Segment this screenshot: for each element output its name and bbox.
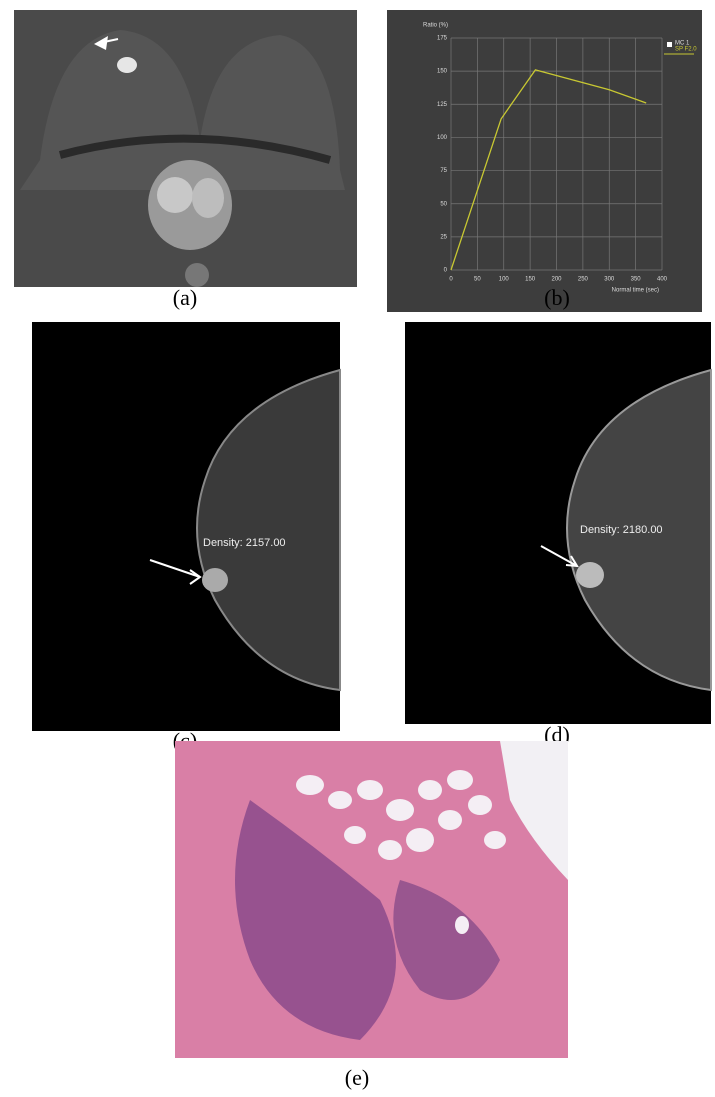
- x-axis-label: Normal time (sec): [612, 288, 659, 294]
- figure: (a) 025507510012515017505010015020025030…: [0, 0, 715, 1097]
- y-tick-label: 150: [437, 69, 448, 75]
- x-tick-label: 100: [499, 277, 510, 283]
- annotation: Density: 2180.00: [580, 524, 663, 536]
- x-tick-label: 400: [657, 277, 668, 283]
- x-tick-label: 150: [525, 277, 536, 283]
- chart-background: [387, 10, 702, 312]
- x-tick-label: 250: [578, 277, 589, 283]
- x-tick-label: 300: [604, 277, 615, 283]
- annotation: Density: 2157.00: [203, 537, 286, 549]
- panel-label: (e): [345, 1065, 369, 1090]
- y-tick-label: 100: [437, 135, 448, 141]
- y-tick-label: 125: [437, 102, 448, 108]
- y-tick-label: 175: [437, 36, 448, 42]
- panel-label: (b): [544, 285, 570, 310]
- x-tick-label: 350: [631, 277, 642, 283]
- y-tick-label: 50: [440, 201, 447, 207]
- legend-note: SP F2.0: [675, 47, 697, 53]
- mammogram-image: [32, 322, 340, 731]
- mammogram-image: [405, 322, 711, 724]
- y-tick-label: 75: [440, 168, 447, 174]
- x-tick-label: 50: [474, 277, 481, 283]
- mri-image: [14, 10, 357, 287]
- histology-image: [175, 741, 568, 1058]
- x-tick-label: 200: [551, 277, 562, 283]
- y-tick-label: 25: [440, 234, 447, 240]
- legend-checkbox: [667, 42, 672, 47]
- panel-label: (a): [173, 285, 197, 310]
- y-axis-label: Ratio (%): [423, 23, 448, 29]
